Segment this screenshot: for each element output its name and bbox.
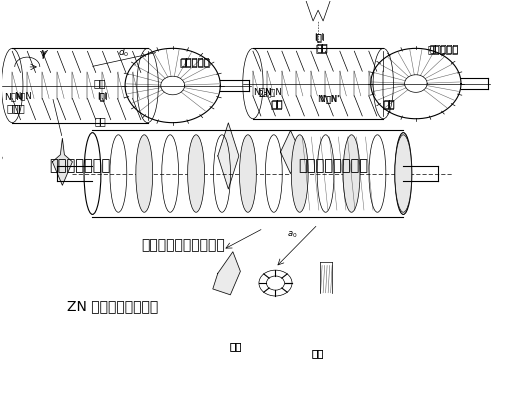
Ellipse shape <box>343 135 360 212</box>
Text: $a_0$: $a_0$ <box>287 229 297 240</box>
Text: γ: γ <box>40 48 46 58</box>
Text: N－N: N－N <box>4 92 23 101</box>
Text: 直廓: 直廓 <box>7 104 20 113</box>
Text: 凸廓: 凸廓 <box>271 98 283 108</box>
Text: 长幅渐开线: 长幅渐开线 <box>181 56 210 66</box>
Polygon shape <box>0 132 2 183</box>
Text: 铣刀: 铣刀 <box>312 348 324 359</box>
Text: 凸廓: 凸廓 <box>271 99 283 109</box>
Text: N'－N': N'－N' <box>317 95 339 104</box>
Text: I－I: I－I <box>97 92 108 101</box>
Text: N'－N': N'－N' <box>320 94 340 103</box>
Text: 直廓: 直廓 <box>384 98 396 108</box>
Ellipse shape <box>395 135 412 212</box>
Text: 车刀: 车刀 <box>229 342 241 351</box>
Text: N－N: N－N <box>14 91 31 100</box>
Polygon shape <box>218 123 239 189</box>
Text: $d_0$: $d_0$ <box>118 47 129 59</box>
Polygon shape <box>280 130 300 173</box>
Text: 长幅渐开线: 长幅渐开线 <box>180 57 211 67</box>
Text: N－N: N－N <box>254 87 272 96</box>
Text: γ: γ <box>40 49 46 59</box>
Text: $2a_0$: $2a_0$ <box>258 89 273 101</box>
Text: I－I: I－I <box>314 32 324 41</box>
Text: 直廓: 直廓 <box>382 99 394 109</box>
Ellipse shape <box>188 135 205 212</box>
Polygon shape <box>213 252 240 295</box>
Text: 齿槽法向直廓近似铣削: 齿槽法向直廓近似铣削 <box>141 238 225 252</box>
Text: I－I: I－I <box>314 33 324 42</box>
Polygon shape <box>53 138 72 185</box>
Text: 长幅渐开线: 长幅渐开线 <box>428 44 459 54</box>
Text: 凹廓: 凹廓 <box>94 78 106 89</box>
Text: 凹廓: 凹廓 <box>316 43 328 53</box>
Text: 长幅渐开线: 长幅渐开线 <box>430 43 459 53</box>
Text: 齿槽法向直廓车削: 齿槽法向直廓车削 <box>298 158 368 173</box>
Text: 齿法向直廓车削: 齿法向直廓车削 <box>49 158 111 173</box>
Text: 直廓: 直廓 <box>13 103 25 113</box>
Text: 凹廓: 凹廓 <box>316 43 328 52</box>
Ellipse shape <box>239 135 257 212</box>
Text: 铣刀: 铣刀 <box>312 348 324 359</box>
Ellipse shape <box>136 135 153 212</box>
Ellipse shape <box>291 135 308 212</box>
Text: ZN 法向直廓圆柱蜗杆: ZN 法向直廓圆柱蜗杆 <box>67 299 158 313</box>
Text: 凹廓: 凹廓 <box>94 116 106 126</box>
Text: 车刀: 车刀 <box>229 342 241 351</box>
Text: N－N: N－N <box>264 87 282 96</box>
Text: I－I: I－I <box>97 91 108 100</box>
